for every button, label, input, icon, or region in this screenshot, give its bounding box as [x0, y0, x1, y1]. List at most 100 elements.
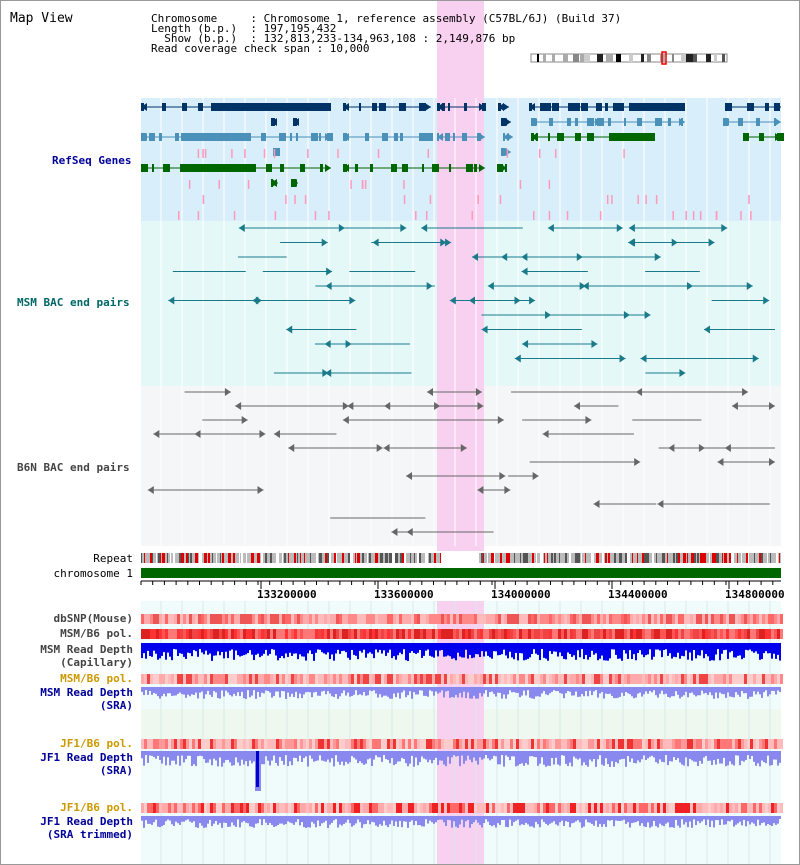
msm-capillary-depth-bar — [341, 643, 343, 652]
refseq-tick — [655, 195, 658, 204]
track-label-msm-bac[interactable]: MSM BAC end pairs — [17, 296, 130, 309]
heat-cell — [345, 614, 348, 624]
strand-arrow — [286, 325, 293, 334]
repeat-element — [605, 553, 607, 563]
heat-cell — [267, 614, 270, 624]
track-label-refseq[interactable]: RefSeq Genes — [52, 154, 132, 167]
jf1-trimmed-depth-bar — [589, 816, 591, 823]
msm-capillary-depth-bar — [715, 643, 717, 655]
strand-arrow — [421, 224, 428, 232]
heat-cell — [534, 674, 537, 684]
repeat-element — [547, 553, 548, 563]
refseq-tick — [403, 180, 405, 189]
jf1-sra-depth-bar — [509, 751, 511, 761]
heat-cell — [216, 614, 219, 624]
track-label-b6n-bac[interactable]: B6N BAC end pairs — [17, 461, 130, 474]
repeat-element — [687, 553, 688, 563]
msm-capillary-depth-bar — [691, 643, 693, 661]
jf1-sra-depth-bar — [445, 751, 447, 767]
heat-cell — [546, 614, 549, 624]
heat-cell — [330, 803, 333, 813]
jf1-sra-depth-bar — [451, 751, 453, 758]
heat-cell — [204, 674, 207, 684]
heat-cell — [777, 739, 780, 749]
msm-sra-depth-bar — [577, 687, 579, 697]
repeat-element — [767, 553, 768, 563]
heat-cell — [543, 629, 546, 639]
msm-capillary-depth-bar — [685, 643, 687, 651]
gene-exon — [587, 133, 594, 141]
heat-cell — [726, 803, 729, 813]
strand-arrow — [775, 118, 781, 126]
heat-cell — [438, 803, 441, 813]
jf1-sra-depth-bar — [243, 751, 245, 765]
msm-capillary-depth-bar — [633, 643, 635, 655]
gene-exon — [608, 118, 611, 126]
jf1-trimmed-depth-bar — [677, 816, 679, 826]
msm-sra-depth-bar — [437, 687, 439, 694]
ideogram-band — [693, 54, 697, 62]
heat-cell — [582, 614, 585, 624]
gene-exon — [266, 164, 272, 172]
msm-sra-depth-bar — [247, 687, 249, 691]
msm-sra-depth-bar — [361, 687, 363, 696]
heat-cell — [300, 739, 303, 749]
heat-cell — [231, 803, 234, 813]
msm-capillary-depth-bar — [689, 643, 691, 653]
heat-cell — [747, 614, 750, 624]
heat-cell — [756, 629, 759, 639]
jf1-trimmed-depth-bar — [371, 816, 373, 822]
msm-sra-depth-bar — [287, 687, 289, 693]
heat-cell — [351, 739, 354, 749]
heat-cell — [282, 739, 285, 749]
jf1-trimmed-depth-bar — [465, 816, 467, 822]
heat-cell — [597, 629, 600, 639]
heat-cell — [282, 803, 285, 813]
gene-exon — [567, 118, 571, 126]
msm-capillary-depth-bar — [751, 643, 753, 652]
jf1-trimmed-depth-bar — [181, 816, 183, 822]
heat-cell — [609, 614, 612, 624]
jf1-trimmed-depth-bar — [423, 816, 425, 827]
heat-cell — [495, 803, 498, 813]
msm-sra-depth-bar — [417, 687, 419, 695]
msm-capillary-depth-bar — [443, 643, 445, 657]
heat-cell — [504, 629, 507, 639]
heat-cell — [315, 803, 318, 813]
gene-exon — [261, 133, 266, 141]
heat-cell — [390, 674, 393, 684]
msm-capillary-depth-bar — [611, 643, 613, 650]
jf1-sra-depth-bar — [395, 751, 397, 764]
heat-cell — [729, 803, 732, 813]
jf1-trimmed-depth-bar — [657, 816, 659, 828]
gene-exon — [549, 118, 553, 126]
repeat-element — [246, 553, 247, 563]
heat-cell — [597, 614, 600, 624]
heat-cell — [174, 629, 177, 639]
msm-capillary-depth-bar — [555, 643, 557, 652]
heat-cell — [468, 739, 471, 749]
msm-sra-depth-bar — [647, 687, 649, 694]
jf1-trimmed-depth-bar — [271, 816, 273, 825]
jf1-trimmed-depth-bar — [419, 816, 421, 826]
jf1-trimmed-depth-bar — [261, 816, 263, 826]
heat-cell — [165, 614, 168, 624]
heat-cell — [276, 674, 279, 684]
msm-capillary-depth-bar — [773, 643, 775, 654]
heat-cell — [204, 614, 207, 624]
msm-sra-depth-bar — [683, 687, 685, 696]
heat-cell — [615, 739, 618, 749]
repeat-element — [551, 553, 553, 563]
heat-cell — [438, 614, 441, 624]
strand-arrow — [343, 164, 349, 172]
heat-cell — [198, 739, 201, 749]
heat-cell — [495, 739, 498, 749]
refseq-tick — [548, 211, 551, 220]
heat-cell — [684, 614, 687, 624]
heat-cell — [141, 739, 144, 749]
jf1-trimmed-depth-bar — [313, 816, 315, 824]
jf1-trimmed-depth-bar — [247, 816, 249, 824]
jf1-sra-depth-bar — [465, 751, 467, 761]
heat-cell — [450, 629, 453, 639]
